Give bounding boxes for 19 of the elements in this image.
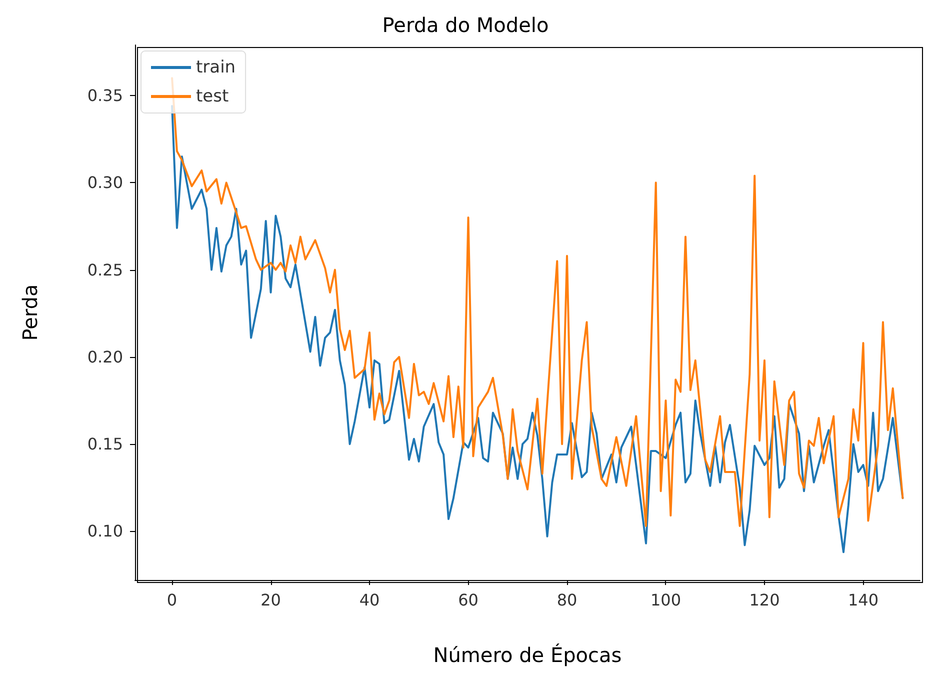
y-tick-label: 0.10 <box>87 522 123 541</box>
x-tick-label: 80 <box>556 590 578 610</box>
legend-label: test <box>196 86 229 106</box>
x-tick-label: 120 <box>749 590 780 610</box>
y-axis-title: Perda <box>18 284 42 341</box>
x-tick-label: 100 <box>650 590 682 610</box>
y-tick-label: 0.25 <box>87 260 123 280</box>
y-tick-label: 0.15 <box>87 434 123 454</box>
y-tick-label: 0.35 <box>87 86 123 106</box>
x-tick-label: 0 <box>166 590 178 610</box>
x-axis-title: Número de Épocas <box>433 643 622 667</box>
y-tick-label: 0.30 <box>87 173 123 192</box>
x-tick-label: 60 <box>458 590 478 610</box>
x-tick-label: 140 <box>848 590 878 610</box>
y-tick-label: 0.20 <box>87 347 123 366</box>
chart-title: Perda do Modelo <box>382 13 549 37</box>
legend-label: train <box>196 58 236 78</box>
x-tick-label: 20 <box>260 590 281 610</box>
x-tick-label: 40 <box>359 590 380 610</box>
